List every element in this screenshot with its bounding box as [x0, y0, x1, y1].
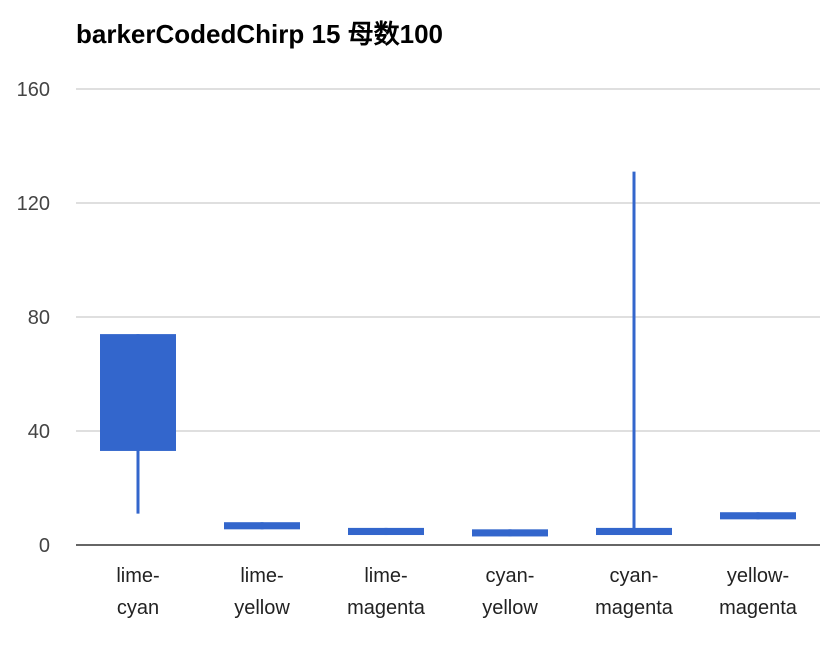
x-category-label: lime- [364, 565, 407, 587]
candle-body [720, 512, 796, 520]
candle [720, 512, 796, 520]
x-category-label: cyan- [486, 565, 535, 587]
x-category-label: yellow [234, 597, 290, 619]
y-tick-label: 40 [28, 421, 50, 443]
x-category-label: yellow- [727, 565, 789, 587]
x-category-label: magenta [347, 597, 426, 619]
chart-title: barkerCodedChirp 15 母数100 [76, 19, 444, 49]
candle [472, 529, 548, 537]
x-category-label: cyan [117, 597, 159, 619]
candle-body [348, 527, 424, 536]
y-tick-label: 80 [28, 307, 50, 329]
candle-body [100, 334, 176, 451]
candles [100, 171, 796, 537]
x-category-label: yellow [482, 597, 538, 619]
x-category-label: magenta [595, 597, 674, 619]
candle [348, 527, 424, 536]
candle-body [472, 529, 548, 537]
y-tick-label: 120 [17, 193, 50, 215]
x-category-label: cyan- [610, 565, 659, 587]
candle [224, 522, 300, 530]
x-category-label: lime- [116, 565, 159, 587]
candle [100, 334, 176, 514]
candle-body [224, 522, 300, 530]
x-axis-categories: lime-cyan lime-yellow lime-magenta cyan-yel… [116, 565, 797, 619]
gridlines [76, 88, 820, 432]
candle-body [596, 527, 672, 536]
x-category-label: lime- [240, 565, 283, 587]
x-category-label: magenta [719, 597, 798, 619]
y-tick-label: 0 [39, 535, 50, 557]
y-axis-ticks: 0 40 80 120 160 [17, 79, 50, 557]
y-tick-label: 160 [17, 79, 50, 101]
candle [596, 171, 672, 536]
